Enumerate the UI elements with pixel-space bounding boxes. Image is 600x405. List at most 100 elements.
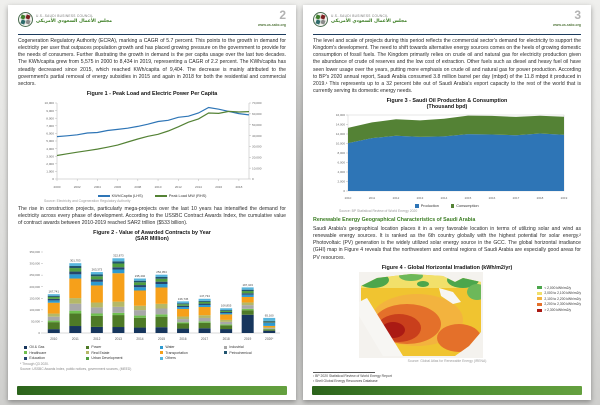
- bar-2015: [155, 274, 168, 334]
- website-url: www.us-sabc.org: [258, 23, 286, 27]
- svg-text:2012: 2012: [393, 196, 400, 200]
- page-3-header: U.S.-SAUDI BUSINESS COUNCIL مجلس الأعمال…: [313, 8, 581, 33]
- svg-text:2019: 2019: [561, 196, 568, 200]
- logo-org-name-arabic: مجلس الأعمال السعودي الأمريكي: [331, 18, 408, 24]
- council-logo: U.S.-SAUDI BUSINESS COUNCIL مجلس الأعمال…: [18, 12, 112, 27]
- svg-text:6,000: 6,000: [337, 161, 345, 165]
- council-logo-icon: [18, 12, 33, 27]
- svg-text:2014: 2014: [136, 337, 143, 341]
- bar-2013: [112, 258, 125, 334]
- svg-text:322,873: 322,873: [113, 254, 124, 258]
- figure3-area-chart: 0 2,000 4,000 6,000 8,000 10,000 12,000 14,000 1…: [336, 113, 568, 200]
- svg-text:40,000: 40,000: [252, 134, 262, 138]
- svg-text:263,373: 263,373: [92, 268, 103, 272]
- footer-band: [312, 386, 582, 395]
- svg-text:10,000: 10,000: [252, 166, 262, 170]
- svg-text:2004: 2004: [94, 185, 101, 189]
- legend-item: Healthcare: [24, 351, 86, 355]
- figure-2-footnote: * Through Q3 2020.: [20, 362, 49, 367]
- figure1-axes: 0 1,000 2,000 3,000 4,000 5,000 6,000 7,000 8,00…: [45, 101, 262, 189]
- figure3-consumption-area: [348, 115, 564, 144]
- legend-item: Consumption: [450, 204, 479, 208]
- svg-text:252,054: 252,054: [156, 270, 167, 274]
- svg-text:5,000: 5,000: [46, 139, 54, 143]
- figure1-legend: KWh/Capita (LHS) Peak Load MW (RHS): [18, 194, 286, 198]
- svg-text:1,000: 1,000: [46, 169, 54, 173]
- bar-2019: [241, 287, 254, 334]
- svg-text:2,000: 2,000: [46, 162, 54, 166]
- svg-text:2006: 2006: [114, 185, 121, 189]
- legend-item: > 2,300 kWh/m2/y: [537, 308, 581, 312]
- svg-text:6,000: 6,000: [46, 131, 54, 135]
- svg-text:2017: 2017: [513, 196, 520, 200]
- figure2-stacked-bar-chart: 0 50,000 100,000 150,000 200,000 250,000 300,0…: [30, 250, 280, 341]
- svg-text:0: 0: [38, 331, 40, 335]
- svg-text:167,741: 167,741: [49, 290, 60, 294]
- bar-2017: [198, 299, 211, 334]
- figure-3-source: Source: BP Statistical Review of World E…: [339, 209, 418, 213]
- website-url: www.us-sabc.org: [553, 23, 581, 27]
- svg-text:2014: 2014: [195, 185, 202, 189]
- figure1-series-left: [56, 106, 250, 138]
- bar-2011: [69, 263, 82, 334]
- council-logo-icon: [313, 12, 328, 27]
- svg-text:9,000: 9,000: [46, 109, 54, 113]
- figure-1-source: Source: Electricity and Cogeneration Reg…: [44, 198, 131, 203]
- svg-text:50,000: 50,000: [252, 123, 262, 127]
- council-logo: U.S.-SAUDI BUSINESS COUNCIL مجلس الأعمال…: [313, 12, 407, 27]
- ghi-map-land: [361, 273, 482, 356]
- header-rule: [18, 34, 286, 35]
- legend-item: KWh/Capita (LHS): [97, 194, 143, 198]
- bar-2012: [90, 272, 103, 334]
- figure-2-subtitle: (SAR Million): [135, 236, 169, 243]
- svg-text:2011: 2011: [72, 337, 79, 341]
- svg-text:2020*: 2020*: [265, 337, 274, 341]
- legend-item: Petrochemical: [224, 351, 280, 355]
- figure1-line-chart: 0 1,000 2,000 3,000 4,000 5,000 6,000 7,000 8,00…: [45, 101, 262, 189]
- svg-text:2012: 2012: [175, 185, 182, 189]
- svg-text:2016: 2016: [179, 337, 186, 341]
- svg-text:100,000: 100,000: [30, 308, 41, 312]
- header-rule: [313, 34, 581, 35]
- svg-text:16,000: 16,000: [336, 113, 346, 117]
- footer-band: [17, 386, 287, 395]
- footnote-1: ¹ BP 2020 Statistical Review of World En…: [313, 373, 392, 378]
- figure-1: Figure 1 - Peak Load and Electric Power …: [18, 91, 286, 203]
- svg-text:4,000: 4,000: [337, 170, 345, 174]
- legend-item: Education: [24, 356, 86, 360]
- svg-text:8,000: 8,000: [46, 116, 54, 120]
- svg-text:0: 0: [52, 177, 54, 181]
- svg-text:250,000: 250,000: [30, 273, 41, 277]
- legend-item: Water: [160, 345, 224, 349]
- figure-4-source: Source: Global Atlas for Renewable Energ…: [407, 358, 487, 363]
- figure4-map-legend: < 2,000 kWh/m2/y 2,000 to 2,100 kWh/m2/y 2…: [537, 286, 581, 312]
- paragraph-energy-demand: The level and scale of projects during t…: [313, 38, 581, 94]
- figure3-legend: Production Consumption: [313, 204, 581, 208]
- svg-text:10,000: 10,000: [45, 101, 55, 105]
- svg-text:2011: 2011: [369, 196, 376, 200]
- paragraph-renewable: Saudi Arabia's geographical location pla…: [313, 226, 581, 261]
- paragraph-ecra: Cogeneration Regulatory Authority (ECRA)…: [18, 38, 286, 87]
- svg-text:2019: 2019: [244, 337, 251, 341]
- svg-text:2010: 2010: [345, 196, 352, 200]
- svg-text:0: 0: [252, 177, 254, 181]
- svg-text:235,402: 235,402: [135, 274, 146, 278]
- page-3: U.S.-SAUDI BUSINESS COUNCIL مجلس الأعمال…: [303, 5, 591, 400]
- svg-text:136,745: 136,745: [178, 297, 189, 301]
- legend-item: Transportation: [160, 351, 224, 355]
- legend-item: Peak Load MW (RHS): [154, 194, 206, 198]
- legend-item: Others: [160, 356, 224, 360]
- svg-text:2015: 2015: [465, 196, 472, 200]
- ghi-map: [359, 271, 484, 358]
- svg-text:2013: 2013: [115, 337, 122, 341]
- svg-text:50,000: 50,000: [31, 320, 40, 324]
- logo-org-name: U.S.-SAUDI BUSINESS COUNCIL: [36, 14, 94, 19]
- persian-gulf: [439, 287, 462, 304]
- svg-text:2010: 2010: [50, 337, 57, 341]
- logo-org-name-arabic: مجلس الأعمال السعودي الأمريكي: [36, 18, 113, 24]
- figure-2-title: Figure 2 - Value of Awarded Contracts by…: [93, 230, 211, 237]
- figure-3: Figure 3 - Saudi Oil Production & Consum…: [313, 98, 581, 213]
- svg-text:60,000: 60,000: [252, 112, 262, 116]
- legend-item: Production: [415, 204, 439, 208]
